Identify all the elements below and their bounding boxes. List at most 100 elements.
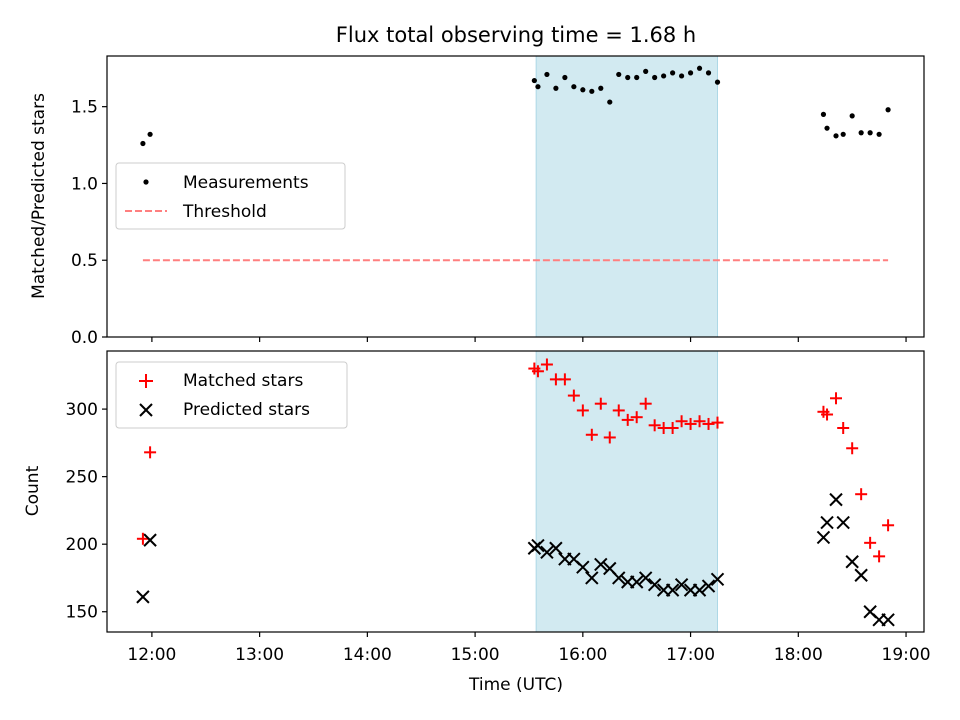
- measurement-point: [634, 74, 640, 81]
- top-axes-frame: [106, 55, 925, 338]
- measurement-point: [678, 73, 685, 79]
- matched-star-point: [603, 431, 616, 444]
- matched-star-point: [612, 404, 625, 417]
- measurement-point: [562, 74, 568, 81]
- chart-title: Flux total observing time = 1.68 h: [336, 23, 696, 47]
- matched-star-point: [675, 415, 688, 428]
- predicted-star-point: [692, 583, 707, 597]
- top-ytick-label: 1.5: [71, 98, 98, 118]
- measurement-point: [885, 107, 891, 113]
- bottom-panel: 150 200 250 300 12:00 13:00 14:00 15:00 16:00 17…: [23, 350, 931, 695]
- matched-star-point: [855, 488, 868, 501]
- matched-star-point: [846, 442, 859, 455]
- measurement-point: [607, 99, 613, 105]
- predicted-star-point: [594, 557, 608, 572]
- measurement-point: [616, 71, 622, 78]
- measurement-point: [625, 74, 631, 81]
- matched-star-point: [558, 373, 571, 386]
- measurement-point: [661, 73, 667, 79]
- matched-star-point: [576, 404, 589, 417]
- measurement-point: [544, 71, 550, 78]
- top-ytick-label: 0.0: [71, 328, 98, 348]
- bottom-legend: Matched stars Predicted stars: [115, 361, 348, 429]
- matched-star-point: [864, 536, 877, 549]
- matched-star-point: [693, 415, 706, 428]
- x-tick-label: 17:00: [666, 645, 715, 665]
- matched-star-point: [594, 397, 607, 410]
- matched-star-point: [144, 446, 157, 459]
- measurement-point: [849, 113, 855, 119]
- x-tick-label: 12:00: [127, 645, 176, 665]
- measurement-point: [670, 70, 676, 76]
- measurement-point: [140, 140, 146, 147]
- matched-star-point: [630, 411, 643, 424]
- matched-star-point: [648, 419, 661, 432]
- bottom-ytick-label: 150: [66, 603, 98, 623]
- measurement-point: [580, 87, 586, 93]
- top-ytick-label: 1.0: [71, 174, 98, 194]
- measurement-point: [824, 125, 830, 131]
- bottom-ytick-label: 300: [66, 400, 98, 420]
- measurement-point: [643, 68, 649, 74]
- matched-star-point: [666, 422, 679, 435]
- matched-star-point: [567, 389, 580, 402]
- predicted-star-point: [638, 571, 653, 585]
- measurement-point: [714, 79, 721, 85]
- matched-star-point: [821, 408, 834, 421]
- predicted-star-point: [674, 578, 689, 592]
- measurement-point: [553, 85, 559, 91]
- predicted-star-point: [647, 578, 662, 592]
- legend-measurements-label: Measurements: [183, 173, 309, 193]
- measurement-point: [687, 70, 694, 76]
- predicted-star-point: [136, 590, 150, 604]
- predicted-star-point: [665, 583, 680, 597]
- matched-star-point: [711, 416, 724, 429]
- legend-predicted-label: Predicted stars: [183, 400, 310, 420]
- measurement-point: [147, 131, 153, 137]
- matched-star-point: [684, 417, 697, 430]
- bottom-shaded-band: [535, 350, 719, 633]
- matched-star-point: [873, 550, 886, 563]
- top-panel: 0.0 0.5 1.0 1.5 Matched/Predicted stars Mea…: [29, 55, 925, 348]
- predicted-star-point: [143, 533, 157, 547]
- matched-star-point: [830, 392, 843, 405]
- bottom-y-axis-label: Count: [23, 465, 43, 516]
- measurement-point: [820, 111, 827, 117]
- predicted-star-point: [820, 515, 834, 530]
- top-shaded-band: [535, 55, 719, 338]
- matched-star-point: [621, 413, 634, 426]
- top-legend: Measurements Threshold: [115, 162, 346, 230]
- measurement-point: [531, 77, 537, 84]
- bottom-ytick-label: 250: [66, 468, 98, 488]
- matched-star-point: [639, 397, 652, 410]
- measurement-point: [571, 84, 577, 90]
- measurement-point: [696, 65, 703, 71]
- predicted-star-point: [829, 492, 843, 507]
- legend-threshold-label: Threshold: [182, 202, 267, 222]
- measurement-point: [589, 88, 595, 94]
- measurement-point: [535, 84, 541, 90]
- x-tick-label: 15:00: [451, 645, 500, 665]
- matched-star-point: [585, 428, 598, 441]
- predicted-star-point: [585, 571, 599, 585]
- measurement-point: [876, 131, 882, 137]
- x-tick-label: 18:00: [774, 645, 823, 665]
- predicted-star-point: [531, 538, 545, 553]
- matched-star-point: [136, 532, 149, 545]
- predicted-star-point: [845, 555, 859, 569]
- measurement-point: [858, 130, 864, 136]
- predicted-star-point: [836, 515, 850, 530]
- measurement-point: [598, 85, 604, 91]
- matched-star-point: [540, 358, 553, 371]
- legend-matched-marker: [139, 374, 153, 388]
- x-tick-label: 14:00: [343, 645, 392, 665]
- x-axis-label: Time (UTC): [468, 675, 563, 695]
- predicted-star-point: [629, 575, 644, 589]
- matched-star-point: [702, 417, 715, 430]
- legend-measurements-marker: [143, 179, 149, 185]
- predicted-star-point: [549, 541, 563, 555]
- top-legend-box: [115, 162, 346, 230]
- predicted-star-point: [540, 545, 554, 560]
- bottom-legend-box: [115, 361, 348, 429]
